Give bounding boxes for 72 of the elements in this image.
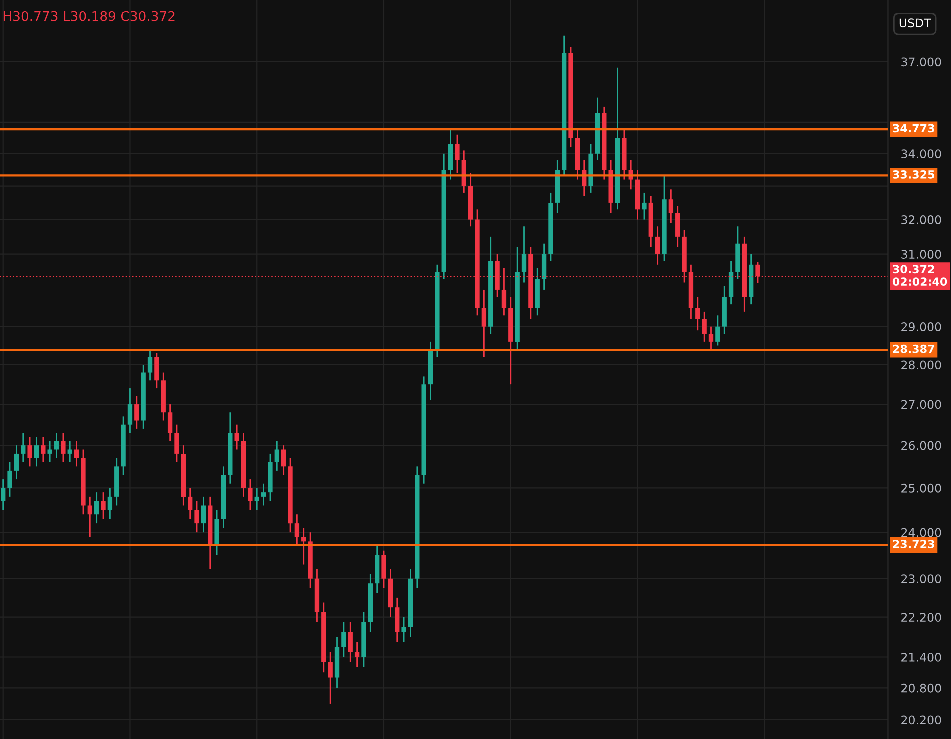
- candlestick: [522, 226, 527, 284]
- candlestick: [248, 478, 253, 511]
- candlestick: [28, 436, 32, 468]
- y-tick-label: 25.000: [902, 484, 942, 493]
- candlestick: [168, 404, 173, 442]
- candlestick: [154, 352, 160, 390]
- y-tick-label: 29.000: [902, 322, 942, 332]
- ref-line-label: 30.372 02:02:40: [892, 265, 948, 286]
- candlestick: [702, 311, 707, 343]
- candlestick: [48, 440, 52, 464]
- candlestick: [1, 478, 6, 511]
- ref-line-label: 23.723: [893, 540, 934, 548]
- candlestick: [676, 206, 680, 248]
- ref-line-label: 33.325: [893, 170, 934, 179]
- candlestick: [348, 622, 353, 664]
- candlestick: [328, 651, 333, 705]
- candlestick: [234, 424, 240, 450]
- candlestick: [128, 388, 133, 434]
- candlestick: [294, 514, 300, 547]
- candlestick: [455, 134, 460, 174]
- y-tick-label: 21.400: [902, 652, 942, 662]
- y-tick-label: 24.000: [902, 528, 942, 538]
- candlestick: [402, 616, 406, 643]
- y-tick-label: 22.200: [902, 613, 942, 622]
- candlestick: [21, 432, 26, 464]
- ref-line-label: 34.773: [893, 124, 934, 133]
- candlestick: [201, 496, 206, 534]
- candlestick: [302, 527, 306, 566]
- candlestick: [642, 192, 647, 221]
- y-tick-label: 26.000: [902, 441, 942, 450]
- candlestick: [14, 444, 20, 480]
- candlestick: [108, 488, 113, 520]
- candlestick: [655, 226, 660, 266]
- candlestick: [188, 488, 193, 520]
- y-tick-label: 34.000: [902, 150, 942, 159]
- candlestick: [174, 424, 180, 464]
- y-tick-label: 31.000: [902, 250, 942, 259]
- candlestick: [382, 550, 386, 590]
- candlestick: [54, 432, 60, 459]
- y-tick-label: 28.000: [902, 360, 942, 370]
- candlestick: [194, 500, 200, 534]
- y-tick-label: 20.800: [902, 684, 942, 693]
- candlestick: [61, 432, 66, 464]
- y-tick-label: 20.200: [902, 716, 942, 725]
- candlestick: [41, 436, 46, 464]
- candlestick: [354, 641, 360, 668]
- candlestick: [274, 440, 280, 472]
- y-axis-title: USDT: [900, 18, 932, 28]
- y-tick-label: 37.000: [902, 58, 942, 67]
- candlestick: [34, 436, 40, 468]
- candlestick: [708, 326, 714, 351]
- candlestick: [68, 440, 72, 464]
- candlestick: [261, 483, 266, 506]
- candlestick: [88, 496, 92, 538]
- annotation: H30.773 L30.189 C30.372: [4, 11, 175, 22]
- candlestick: [101, 492, 106, 520]
- candlestick: [134, 396, 140, 430]
- candlestick: [281, 444, 286, 476]
- candlestick: [668, 188, 674, 224]
- ref-line-label: 28.387: [893, 344, 934, 354]
- candlestick: [8, 462, 12, 498]
- y-tick-label: 23.000: [902, 574, 942, 584]
- candlestick: [94, 492, 100, 524]
- candlestick: [696, 296, 700, 332]
- y-tick-label: 27.000: [902, 400, 942, 410]
- candlestick: [716, 314, 720, 346]
- candlestick: [254, 488, 260, 511]
- y-tick-label: 32.000: [902, 216, 942, 224]
- candlestick: [74, 440, 80, 468]
- candlestick: [342, 622, 346, 658]
- candlestick: [482, 289, 487, 358]
- candlestick: [148, 349, 153, 382]
